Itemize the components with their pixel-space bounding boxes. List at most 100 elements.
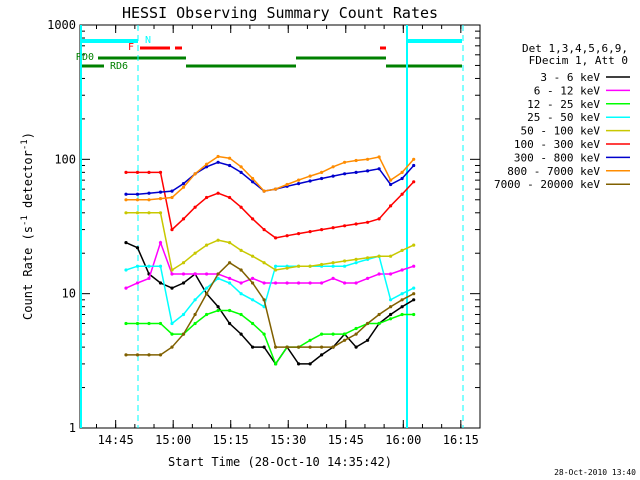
y-tick-label: 100	[54, 152, 76, 166]
series-point	[366, 256, 370, 260]
series-point	[331, 165, 335, 169]
series-point	[412, 243, 416, 247]
series-point	[158, 321, 163, 326]
series-point	[412, 163, 416, 168]
series-point	[308, 179, 312, 183]
series-point	[389, 305, 393, 309]
series-point	[343, 281, 347, 285]
series-point	[389, 178, 393, 182]
series-point	[170, 272, 174, 276]
series-point	[412, 312, 416, 317]
series-point	[135, 198, 140, 202]
series-point	[400, 170, 404, 174]
series-line	[125, 241, 415, 366]
series-point	[297, 264, 301, 268]
series-point	[389, 312, 393, 317]
series-point	[412, 286, 416, 290]
series-point	[205, 272, 209, 276]
series-point	[251, 298, 255, 302]
legend-label: 800 - 7000 keV	[507, 165, 600, 178]
series-point	[216, 272, 220, 276]
series-point	[239, 312, 243, 317]
series-point	[147, 264, 151, 268]
series-point	[135, 211, 140, 215]
series-point	[274, 362, 278, 366]
series-point	[228, 195, 232, 200]
series-point	[158, 190, 163, 194]
series-point	[412, 298, 416, 302]
series-point	[285, 345, 289, 349]
series-point	[354, 332, 358, 336]
series-point	[147, 321, 151, 326]
series-point	[170, 345, 174, 349]
series-point	[343, 259, 347, 263]
series-line	[125, 255, 415, 325]
series-point	[285, 266, 289, 270]
series-point	[377, 312, 381, 317]
series-point	[354, 158, 358, 163]
series-point	[308, 281, 312, 285]
series-point	[297, 182, 301, 186]
series-point	[239, 205, 243, 209]
series-point	[216, 160, 220, 164]
series-point	[205, 162, 209, 166]
series-point	[320, 170, 324, 174]
series-point	[331, 261, 335, 265]
chart-title: HESSI Observing Summary Count Rates	[122, 4, 438, 22]
series-point	[320, 262, 324, 267]
data-series	[124, 154, 416, 366]
series-point	[308, 264, 312, 268]
series-point	[389, 317, 393, 321]
series-point	[158, 170, 163, 174]
series-point	[262, 189, 266, 193]
series-point	[400, 298, 404, 302]
series-point	[158, 281, 163, 285]
series-point	[308, 338, 312, 342]
x-tick-label: 15:30	[270, 433, 306, 447]
x-tick-label: 15:45	[328, 433, 364, 447]
series-point	[147, 276, 151, 280]
series-point	[274, 236, 278, 240]
series-point	[181, 281, 186, 285]
series-point	[170, 286, 174, 290]
legend-label: 50 - 100 keV	[521, 125, 601, 138]
series-point	[135, 264, 140, 268]
flag-bars: N F RD0 RD6	[76, 35, 462, 72]
series-line	[125, 240, 414, 289]
series-point	[205, 165, 209, 169]
series-point	[216, 154, 220, 159]
flag-label-f: F	[128, 42, 134, 53]
series-point	[354, 257, 358, 261]
series-point	[400, 176, 404, 181]
series-point	[343, 332, 347, 336]
series-point	[124, 241, 128, 245]
series-point	[389, 204, 393, 208]
series-point	[331, 264, 335, 268]
series-point	[239, 281, 243, 285]
series-point	[170, 321, 174, 326]
series-point	[124, 353, 128, 357]
series-point	[331, 332, 335, 336]
series-point	[216, 191, 220, 195]
series-point	[262, 228, 266, 232]
series-point	[331, 276, 335, 280]
y-axis: 1 10 100 1000	[47, 18, 480, 435]
series-point	[366, 169, 370, 173]
series-point	[297, 362, 301, 366]
series-point	[193, 172, 197, 176]
series-point	[400, 305, 404, 309]
x-axis-label: Start Time (28-Oct-10 14:35:42)	[168, 455, 392, 469]
series-point	[343, 160, 347, 164]
series-point	[239, 170, 243, 174]
series-point	[205, 286, 209, 290]
series-point	[274, 281, 278, 285]
legend-header-line2: FDecim 1, Att 0	[529, 54, 628, 67]
attenuator-markers	[80, 25, 464, 428]
series-point	[147, 198, 151, 202]
series-point	[135, 353, 140, 357]
series-point	[135, 281, 140, 285]
series-point	[181, 182, 186, 186]
series-point	[297, 281, 301, 285]
series-point	[216, 238, 220, 242]
